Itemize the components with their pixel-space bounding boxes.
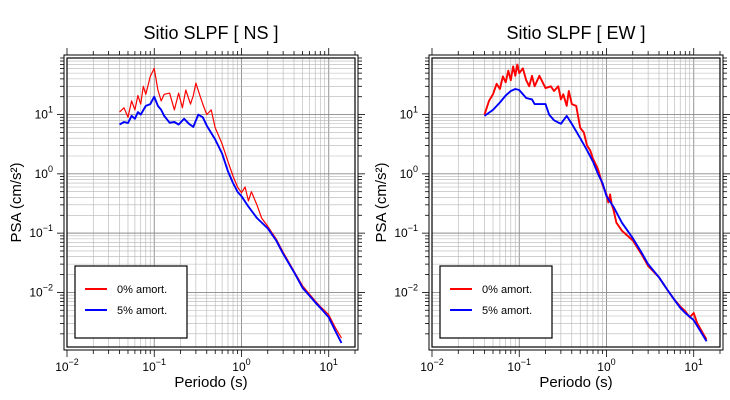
ew-ytick-label: 101	[400, 105, 418, 122]
ns-x-axis-label: Periodo (s)	[174, 374, 247, 391]
ns-ytick-label: 100	[35, 164, 53, 181]
ew-legend-box	[439, 265, 553, 339]
ew-ytick-label: 100	[400, 164, 418, 181]
ns-legend-label: 0% amort.	[117, 284, 167, 296]
ew-ytick-label: 10−1	[394, 223, 418, 240]
ns-legend-label: 5% amort.	[117, 305, 167, 317]
ew-series-line-1	[483, 88, 708, 342]
ns-frame-inner	[66, 57, 356, 348]
ns-chart-title: Sitio SLPF [ NS ]	[143, 23, 278, 43]
ns-legend-box	[74, 265, 188, 339]
ew-ytick-label: 10−2	[394, 282, 418, 299]
ew-legend-label: 5% amort.	[482, 305, 532, 317]
ns-ytick-label: 10−1	[29, 223, 53, 240]
ew-xtick-label: 100	[597, 357, 615, 374]
ew-xtick-label: 10−2	[420, 357, 444, 374]
ew-xtick-label: 101	[685, 357, 703, 374]
ew-legend-label: 0% amort.	[482, 284, 532, 296]
ns-ytick-label: 101	[35, 105, 53, 122]
ew-frame-outer	[428, 54, 724, 351]
ew-x-axis-label: Periodo (s)	[539, 374, 612, 391]
ns-ytick-label: 10−2	[29, 282, 53, 299]
ns-xtick-label: 100	[232, 357, 250, 374]
ns-xtick-label: 10−2	[55, 357, 79, 374]
ew-panel: 10−2 10−1 100 101 10−2 10−1 100 101 Sitio SLPF […	[373, 23, 730, 391]
ew-frame-inner	[431, 57, 721, 348]
ew-xtick-label: 10−1	[507, 357, 531, 374]
ns-panel: 10−2 10−1 100 101 10−2 10−1 100 101 Sitio SLPF […	[8, 23, 365, 391]
ns-series-line-1	[119, 95, 343, 344]
ew-legend: 0% amort. 5% amort.	[439, 265, 553, 339]
ew-ticks	[422, 48, 730, 357]
ew-chart-title: Sitio SLPF [ EW ]	[506, 23, 645, 43]
ns-frame-outer	[63, 54, 359, 351]
ns-ticks	[57, 48, 365, 357]
ns-y-axis-label: PSA (cm/s²)	[8, 162, 25, 242]
ns-xtick-label: 101	[320, 357, 338, 374]
ns-legend: 0% amort. 5% amort.	[74, 265, 188, 339]
ns-xtick-label: 10−1	[142, 357, 166, 374]
ew-y-axis-label: PSA (cm/s²)	[373, 162, 390, 242]
ew-grid	[431, 57, 721, 347]
